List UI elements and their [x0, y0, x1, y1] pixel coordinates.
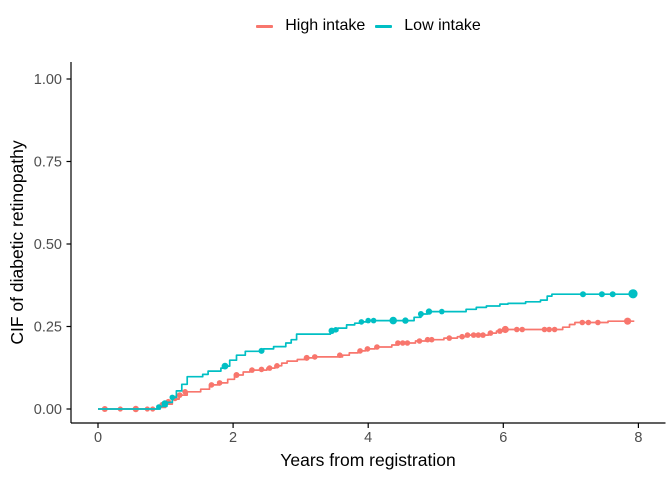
censor-mark-high-intake	[303, 354, 310, 361]
censor-mark-high-intake	[519, 326, 525, 333]
x-tick-label: 2	[229, 430, 237, 446]
censor-mark-low-intake	[221, 362, 229, 370]
censor-mark-high-intake	[208, 382, 215, 388]
censor-mark-high-intake	[579, 319, 586, 326]
y-tick-label: 0.75	[34, 155, 62, 171]
x-tick-label: 4	[364, 430, 372, 446]
censor-mark-high-intake	[514, 326, 520, 333]
curve-low-intake	[98, 293, 637, 410]
axis-lines	[70, 62, 666, 424]
censor-mark-low-intake	[169, 394, 176, 401]
legend: High intake Low intake	[71, 14, 666, 38]
censor-mark-high-intake	[470, 332, 477, 338]
legend-item-label: Low intake	[404, 17, 481, 34]
survival-curves	[98, 289, 638, 413]
censor-mark-low-intake	[628, 289, 638, 299]
legend-item-label: High intake	[285, 17, 366, 34]
y-tick-label: 0.25	[34, 320, 62, 336]
censor-mark-high-intake	[459, 333, 465, 340]
censor-mark-low-intake	[609, 291, 616, 298]
x-axis-ticks: 0 2 4 6 8	[94, 423, 642, 446]
censor-mark-high-intake	[428, 336, 435, 343]
censor-mark-low-intake	[365, 317, 372, 324]
censor-mark-high-intake	[249, 367, 255, 373]
censor-mark-high-intake	[480, 332, 486, 338]
x-axis-title: Years from registration	[280, 450, 455, 470]
censor-mark-high-intake	[337, 352, 343, 359]
censor-mark-low-intake	[580, 291, 586, 298]
censor-mark-high-intake	[357, 348, 363, 354]
censor-mark-high-intake	[274, 363, 280, 369]
censor-mark-high-intake	[475, 332, 482, 338]
censor-mark-high-intake	[258, 366, 265, 373]
y-tick-label: 0.00	[34, 402, 62, 418]
censor-mark-high-intake	[176, 392, 183, 398]
censor-mark-high-intake	[182, 389, 188, 395]
legend-key-line-low-intake	[375, 24, 393, 28]
censor-mark-high-intake	[497, 328, 503, 334]
censor-mark-high-intake	[216, 380, 223, 386]
x-tick-label: 8	[634, 430, 642, 446]
y-tick-label: 0.50	[34, 237, 62, 253]
censor-mark-high-intake	[501, 325, 509, 334]
censor-mark-low-intake	[333, 327, 339, 333]
x-tick-label: 0	[94, 430, 102, 446]
censor-mark-high-intake	[487, 330, 494, 336]
censor-mark-high-intake	[233, 372, 240, 378]
censor-mark-low-intake	[439, 308, 445, 315]
censor-mark-high-intake	[424, 336, 431, 343]
censor-mark-high-intake	[266, 365, 273, 371]
censor-mark-high-intake	[595, 319, 601, 326]
censor-mark-high-intake	[364, 346, 371, 352]
censor-mark-low-intake	[598, 291, 605, 298]
censor-mark-low-intake	[370, 317, 377, 324]
censor-mark-high-intake	[546, 326, 552, 333]
censor-mark-high-intake	[416, 338, 423, 344]
y-tick-label: 1.00	[34, 72, 62, 88]
y-axis-ticks: 0.00 0.25 0.50 0.75 1.00	[34, 72, 71, 418]
legend-item-low-intake: Low intake	[375, 18, 481, 34]
x-tick-label: 6	[499, 430, 507, 446]
legend-item-high-intake: High intake	[256, 18, 365, 34]
y-axis-title: CIF of diabetic retinopathy	[7, 140, 27, 345]
censor-mark-high-intake	[541, 326, 548, 333]
censor-mark-low-intake	[161, 400, 169, 408]
legend-key-line-high-intake	[256, 24, 274, 28]
censor-mark-high-intake	[624, 317, 632, 325]
censor-mark-low-intake	[425, 308, 433, 315]
censor-mark-low-intake	[258, 347, 265, 354]
censor-mark-low-intake	[156, 404, 162, 410]
censor-mark-high-intake	[312, 354, 318, 360]
censor-mark-low-intake	[358, 319, 365, 325]
censor-mark-high-intake	[464, 332, 471, 338]
censor-mark-high-intake	[446, 335, 453, 341]
censor-mark-high-intake	[395, 340, 401, 346]
censor-mark-high-intake	[374, 344, 380, 350]
censor-mark-low-intake	[402, 317, 409, 324]
censor-mark-high-intake	[551, 326, 558, 333]
censor-mark-low-intake	[389, 316, 398, 325]
censor-mark-high-intake	[399, 340, 406, 346]
censor-mark-high-intake	[585, 319, 592, 326]
censor-mark-high-intake	[404, 340, 411, 346]
censor-mark-low-intake	[417, 311, 424, 317]
